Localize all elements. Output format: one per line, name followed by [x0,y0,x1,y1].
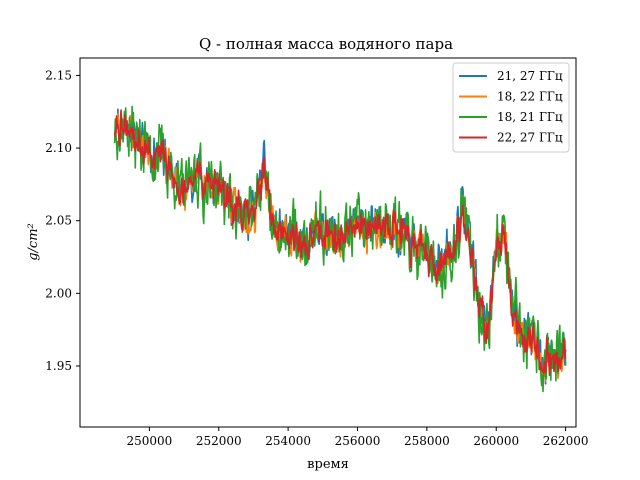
x-tick-label: 260000 [473,434,519,448]
y-axis: 1.95 2.00 2.05 2.10 2.15 [45,68,80,373]
x-tick-label: 252000 [196,434,242,448]
plot-frame [79,57,577,428]
legend-box [452,62,570,153]
x-axis: 250000 252000 254000 256000 258000 260000 2620… [126,427,589,448]
series-line [113,109,567,377]
x-tick-label: 250000 [126,434,172,448]
chart-title: Q - полная масса водяного пара [199,35,453,53]
y-axis-label: g/cm² [26,223,41,261]
legend-label: 18, 21 ГГц [497,110,563,124]
legend: 21, 27 ГГц 18, 22 ГГц 18, 21 ГГц 22, 27 ГГц [452,62,570,153]
y-tick-label: 2.10 [45,141,72,155]
x-tick-label: 256000 [335,434,381,448]
series-layer [113,105,567,393]
x-tick-label: 262000 [543,434,589,448]
y-tick-label: 2.00 [45,286,72,300]
legend-label: 18, 22 ГГц [497,90,563,104]
y-tick-label: 1.95 [45,359,72,373]
y-tick-label: 2.15 [45,68,72,82]
legend-label: 21, 27 ГГц [497,69,563,83]
legend-label: 22, 27 ГГц [497,131,563,145]
y-tick-label: 2.05 [45,214,72,228]
x-tick-label: 258000 [404,434,450,448]
x-tick-label: 254000 [265,434,311,448]
x-axis-label: время [307,457,349,472]
